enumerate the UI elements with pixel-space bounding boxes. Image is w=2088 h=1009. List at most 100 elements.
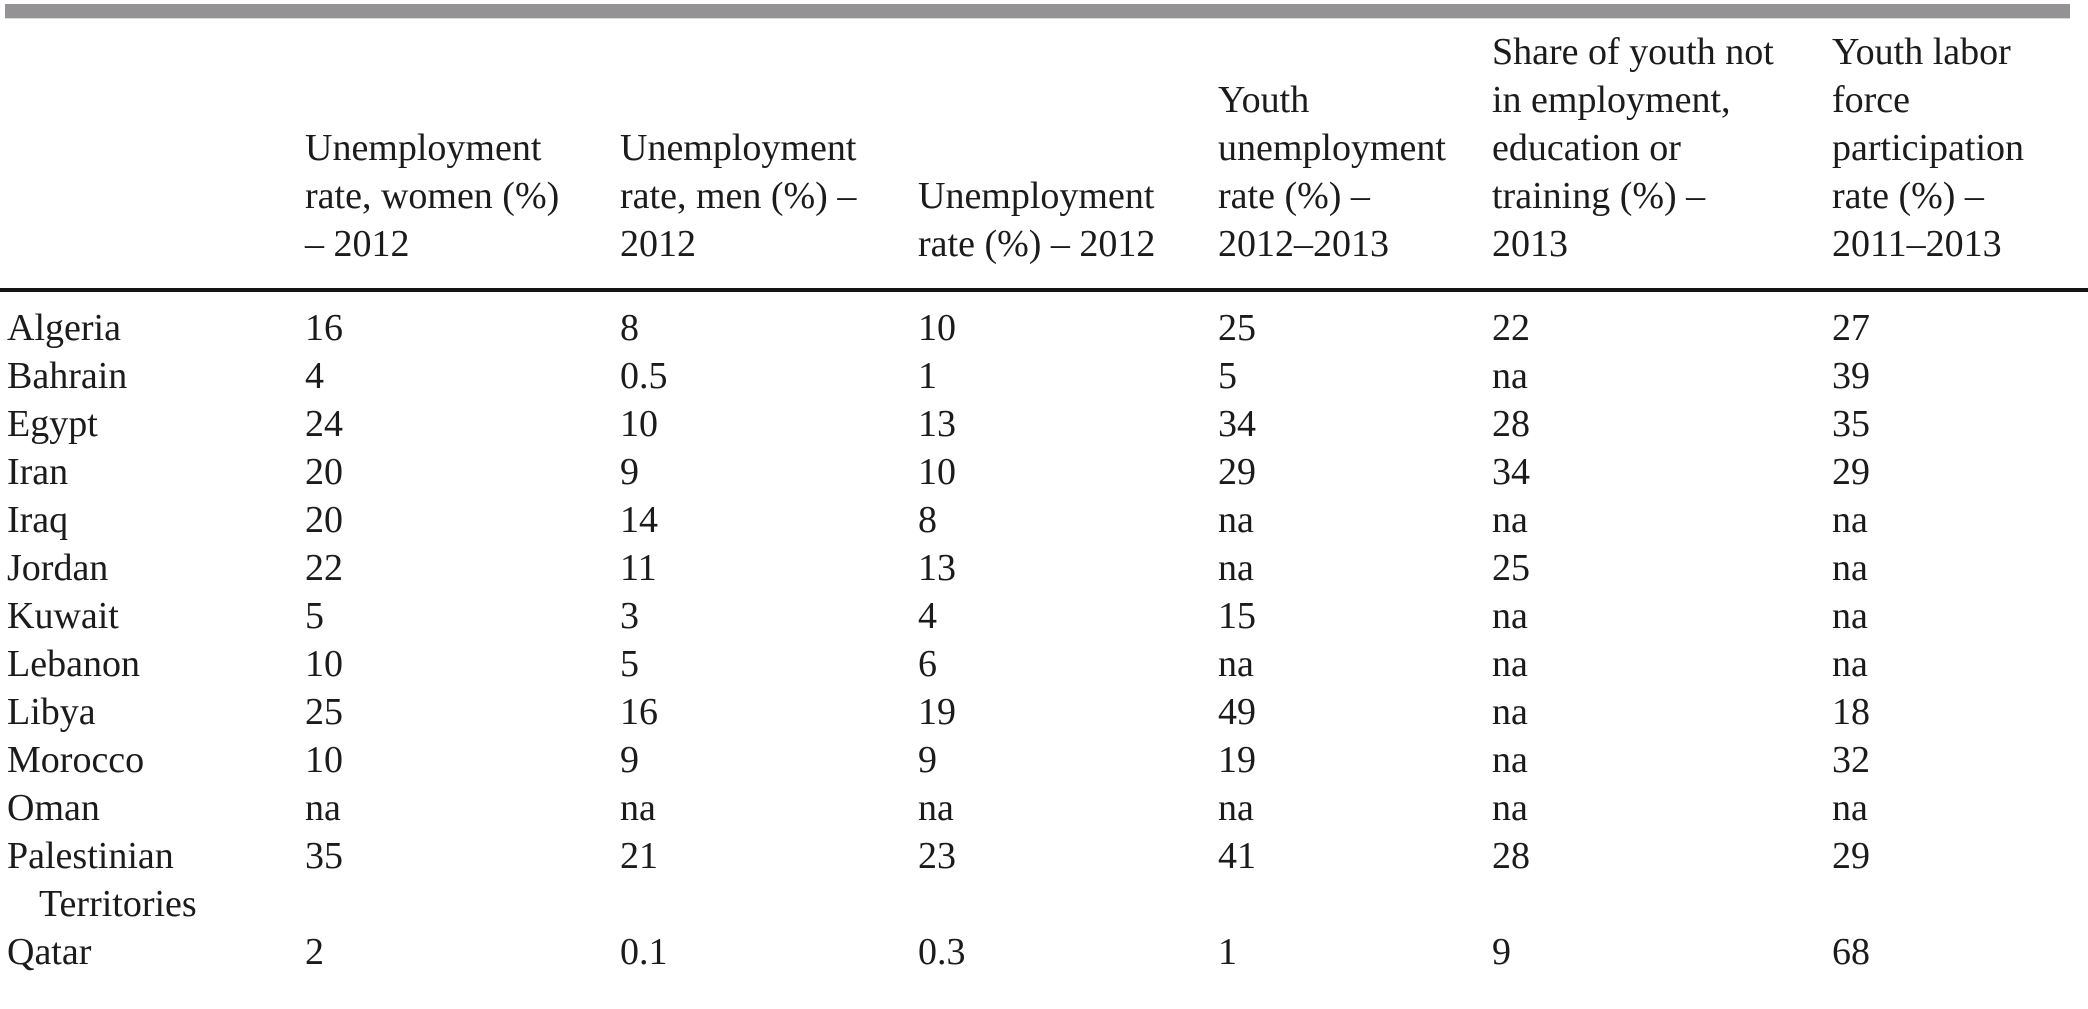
value-cell: 28 <box>1492 835 1530 877</box>
value-cell: 21 <box>620 835 658 877</box>
country-cell: Egypt <box>7 403 98 445</box>
country-cell: Palestinian Territories <box>7 835 197 925</box>
value-cell: na <box>1492 691 1528 733</box>
value-cell: na <box>1832 547 1868 589</box>
column-header-youth-neet: Share of youth not in employment, educat… <box>1485 20 1825 292</box>
value-cell: 13 <box>918 547 956 589</box>
value-cell: 10 <box>918 307 956 349</box>
table-row: Oman na na na na na na <box>0 784 2088 832</box>
column-header-youth-unemployment: Youth unemployment rate (%) – 2012–2013 <box>1211 20 1485 292</box>
value-cell: 1 <box>1218 931 1237 973</box>
country-cell: Kuwait <box>7 595 119 637</box>
value-cell: 5 <box>1218 355 1237 397</box>
value-cell: 35 <box>305 835 343 877</box>
table-body: Algeria 16 8 10 25 22 27 Bahrain 4 0.5 1 5 na 39 Egypt… <box>0 290 2088 976</box>
value-cell: 16 <box>305 307 343 349</box>
value-cell: 28 <box>1492 403 1530 445</box>
value-cell: 0.1 <box>620 931 668 973</box>
value-cell: 25 <box>1218 307 1256 349</box>
value-cell: na <box>1832 499 1868 541</box>
country-cell: Jordan <box>7 547 109 589</box>
value-cell: 18 <box>1832 691 1870 733</box>
value-cell: 25 <box>1492 547 1530 589</box>
value-cell: 34 <box>1218 403 1256 445</box>
table-row: Egypt 24 10 13 34 28 35 <box>0 400 2088 448</box>
value-cell: 27 <box>1832 307 1870 349</box>
value-cell: 0.3 <box>918 931 966 973</box>
value-cell: 24 <box>305 403 343 445</box>
value-cell: na <box>1492 739 1528 781</box>
value-cell: 20 <box>305 499 343 541</box>
value-cell: 19 <box>1218 739 1256 781</box>
value-cell: na <box>1492 643 1528 685</box>
value-cell: 0.5 <box>620 355 668 397</box>
value-cell: na <box>1218 787 1254 829</box>
value-cell: 35 <box>1832 403 1870 445</box>
table-header-row: Unemployment rate, women (%) – 2012 Unem… <box>0 20 2088 292</box>
country-cell: Libya <box>7 691 96 733</box>
unemployment-statistics-table: Unemployment rate, women (%) – 2012 Unem… <box>0 20 2088 976</box>
table-row: Iran 20 9 10 29 34 29 <box>0 448 2088 496</box>
table-row: Libya 25 16 19 49 na 18 <box>0 688 2088 736</box>
value-cell: na <box>305 787 341 829</box>
value-cell: 14 <box>620 499 658 541</box>
value-cell: 20 <box>305 451 343 493</box>
table-row: Kuwait 5 3 4 15 na na <box>0 592 2088 640</box>
page-top-bar <box>5 4 2070 19</box>
country-cell: Iran <box>7 451 69 493</box>
value-cell: 29 <box>1832 451 1870 493</box>
table-row: Morocco 10 9 9 19 na 32 <box>0 736 2088 784</box>
column-header-unemployment-men: Unemployment rate, men (%) – 2012 <box>613 20 911 292</box>
value-cell: 8 <box>918 499 937 541</box>
value-cell: 16 <box>620 691 658 733</box>
value-cell: 9 <box>620 451 639 493</box>
column-header-unemployment-women: Unemployment rate, women (%) – 2012 <box>298 20 613 292</box>
value-cell: 10 <box>305 643 343 685</box>
value-cell: na <box>1832 643 1868 685</box>
value-cell: 41 <box>1218 835 1256 877</box>
value-cell: na <box>1832 787 1868 829</box>
country-cell: Algeria <box>7 307 121 349</box>
value-cell: 22 <box>1492 307 1530 349</box>
table-row: Lebanon 10 5 6 na na na <box>0 640 2088 688</box>
value-cell: 22 <box>305 547 343 589</box>
value-cell: 15 <box>1218 595 1256 637</box>
country-cell: Qatar <box>7 931 92 973</box>
value-cell: 9 <box>620 739 639 781</box>
value-cell: na <box>1492 595 1528 637</box>
value-cell: 34 <box>1492 451 1530 493</box>
value-cell: na <box>1218 643 1254 685</box>
value-cell: na <box>1832 595 1868 637</box>
value-cell: 29 <box>1218 451 1256 493</box>
value-cell: 3 <box>620 595 639 637</box>
value-cell: 10 <box>620 403 658 445</box>
value-cell: 4 <box>305 355 324 397</box>
value-cell: 10 <box>305 739 343 781</box>
value-cell: 25 <box>305 691 343 733</box>
country-cell: Bahrain <box>7 355 128 397</box>
value-cell: na <box>1218 499 1254 541</box>
value-cell: 2 <box>305 931 324 973</box>
table-row: Iraq 20 14 8 na na na <box>0 496 2088 544</box>
value-cell: na <box>1492 787 1528 829</box>
value-cell: 8 <box>620 307 639 349</box>
table-row: Qatar 2 0.1 0.3 1 9 68 <box>0 928 2088 976</box>
value-cell: 39 <box>1832 355 1870 397</box>
value-cell: 6 <box>918 643 937 685</box>
value-cell: na <box>620 787 656 829</box>
value-cell: 32 <box>1832 739 1870 781</box>
column-header-unemployment-total: Unemployment rate (%) – 2012 <box>911 20 1211 292</box>
country-cell: Iraq <box>7 499 69 541</box>
table-row: Algeria 16 8 10 25 22 27 <box>0 290 2088 352</box>
value-cell: 49 <box>1218 691 1256 733</box>
value-cell: 10 <box>918 451 956 493</box>
value-cell: 9 <box>918 739 937 781</box>
value-cell: na <box>918 787 954 829</box>
value-cell: 5 <box>620 643 639 685</box>
table-row: Bahrain 4 0.5 1 5 na 39 <box>0 352 2088 400</box>
table-row: Jordan 22 11 13 na 25 na <box>0 544 2088 592</box>
table-row: Palestinian Territories 35 21 23 41 28 29 <box>0 832 2088 928</box>
value-cell: 11 <box>620 547 657 589</box>
value-cell: 4 <box>918 595 937 637</box>
value-cell: 23 <box>918 835 956 877</box>
